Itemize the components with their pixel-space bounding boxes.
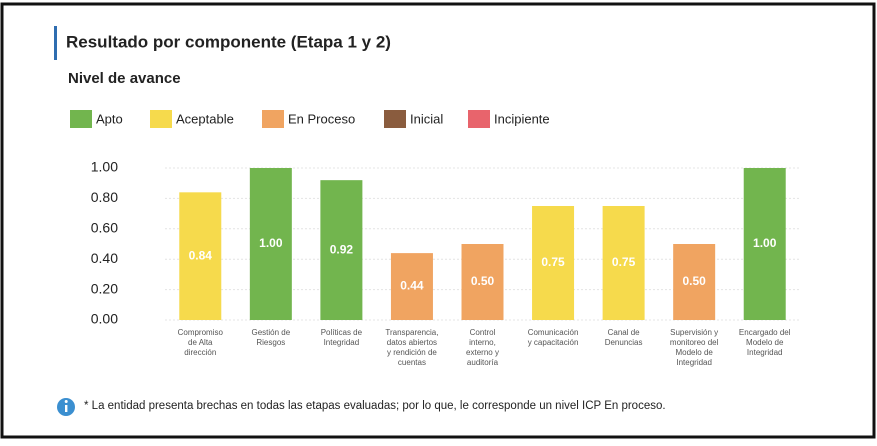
x-tick-label: Denuncias — [605, 338, 643, 347]
y-tick-label: 0.40 — [91, 250, 118, 266]
x-tick-label: Supervisión y — [670, 328, 718, 337]
y-tick-label: 0.60 — [91, 220, 118, 236]
bar — [320, 180, 363, 320]
x-tick-label: Integridad — [676, 358, 712, 367]
frame — [0, 2, 876, 439]
value-label: 0.75 — [612, 255, 636, 269]
x-tick-label: Comunicación — [528, 328, 579, 337]
x-tick-label: Integridad — [747, 348, 783, 357]
y-tick-label: 0.20 — [91, 280, 118, 296]
value-label: 0.75 — [541, 255, 565, 269]
y-tick-label: 0.00 — [91, 311, 118, 327]
info-icon-stem — [65, 405, 68, 412]
value-label: 0.50 — [471, 274, 495, 288]
value-label: 1.00 — [259, 236, 283, 250]
x-tick-label: Control — [470, 328, 496, 337]
value-label: 0.50 — [682, 274, 706, 288]
footnote: * La entidad presenta brechas en todas l… — [84, 400, 666, 412]
value-label: 1.00 — [753, 236, 777, 250]
x-tick-label: Políticas de — [321, 328, 363, 337]
value-label: 0.44 — [400, 279, 424, 293]
value-label: 0.92 — [330, 242, 354, 256]
bar — [461, 244, 504, 320]
x-tick-label: Riesgos — [256, 338, 285, 347]
legend-label: Aceptable — [176, 111, 234, 126]
x-tick-label: externo y — [466, 348, 499, 357]
x-tick-label: de Alta — [188, 338, 213, 347]
x-tick-label: auditoría — [467, 358, 499, 367]
x-tick-label: cuentas — [398, 358, 426, 367]
title-accent — [54, 26, 57, 60]
legend-label: En Proceso — [288, 111, 355, 126]
x-tick-label: datos abiertos — [387, 338, 437, 347]
x-tick-label: Encargado del — [739, 328, 791, 337]
legend-swatch — [468, 110, 490, 128]
x-tick-label: interno, — [469, 338, 496, 347]
legend-swatch — [262, 110, 284, 128]
bar — [743, 168, 786, 320]
bar — [532, 206, 575, 320]
bar — [673, 244, 716, 320]
x-tick-label: dirección — [184, 348, 216, 357]
bar — [249, 168, 292, 320]
y-tick-label: 1.00 — [91, 159, 118, 175]
x-tick-label: Integridad — [324, 338, 360, 347]
bar — [602, 206, 645, 320]
x-tick-label: y capacitación — [528, 338, 579, 347]
x-tick-label: Modelo de — [746, 338, 784, 347]
legend-label: Apto — [96, 111, 123, 126]
legend-swatch — [150, 110, 172, 128]
y-tick-label: 0.80 — [91, 189, 118, 205]
legend-swatch — [70, 110, 92, 128]
chart-subtitle: Nivel de avance — [68, 70, 181, 87]
legend-label: Inicial — [410, 111, 443, 126]
info-icon-dot — [64, 400, 68, 403]
chart-title: Resultado por componente (Etapa 1 y 2) — [66, 32, 391, 51]
x-tick-label: Gestión de — [251, 328, 290, 337]
x-tick-label: Compromiso — [178, 328, 224, 337]
x-tick-label: Canal de — [608, 328, 641, 337]
value-label: 0.84 — [189, 248, 213, 262]
bar — [179, 192, 222, 320]
legend-label: Incipiente — [494, 111, 550, 126]
x-tick-label: Modelo de — [675, 348, 713, 357]
x-tick-label: y rendición de — [387, 348, 437, 357]
legend-swatch — [384, 110, 406, 128]
bar — [390, 253, 433, 320]
x-tick-label: Transparencia, — [385, 328, 438, 337]
x-tick-label: monitoreo del — [670, 338, 719, 347]
